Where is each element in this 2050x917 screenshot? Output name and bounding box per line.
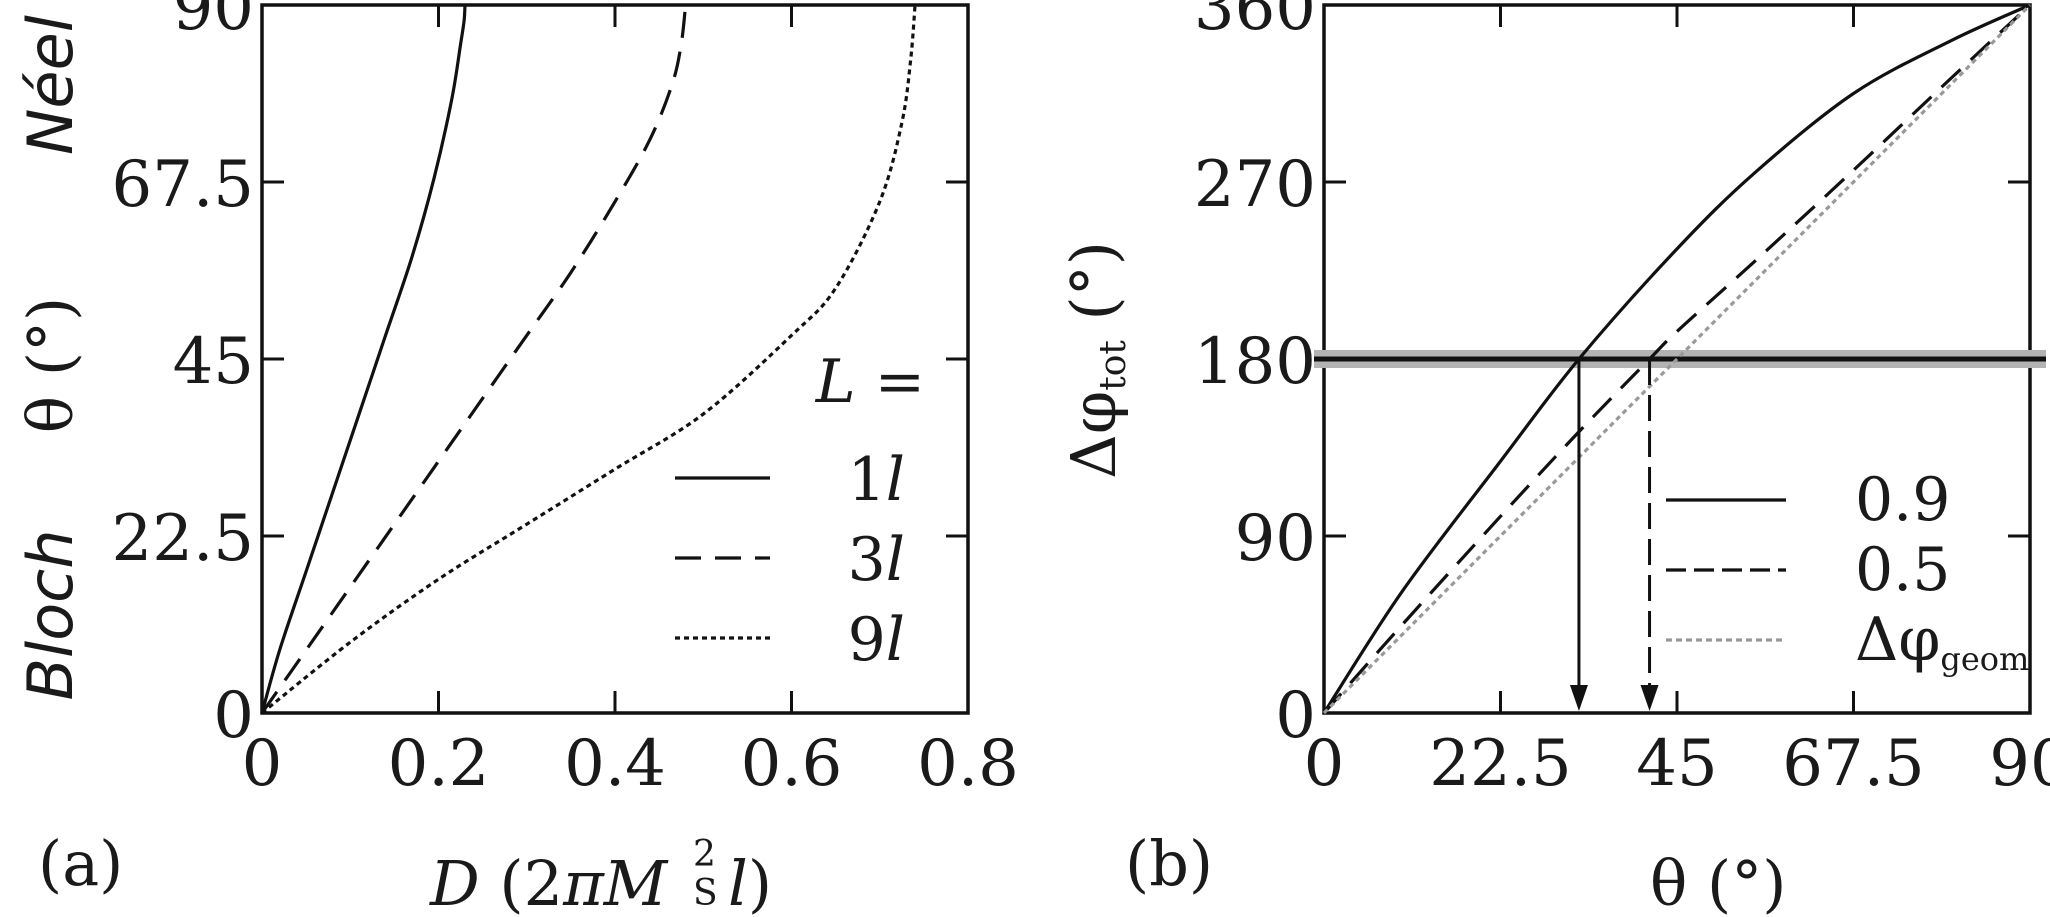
x-tick-label: 45 <box>1636 727 1717 801</box>
panel-b-series <box>1322 3 2032 715</box>
panel-a-x-axis-label-tail: l) <box>728 847 772 917</box>
panel-a-series <box>260 4 917 715</box>
neel-side-label: Néel <box>14 15 87 155</box>
y-tick-label: 90 <box>173 0 254 45</box>
x-tick-label: 67.5 <box>1782 727 1925 801</box>
panel-a-x-axis-label: D (2πM <box>429 847 669 917</box>
legend-label-3: Δφgeom <box>1855 605 2029 678</box>
legend-label-1: 0.9 <box>1855 465 1950 535</box>
y-tick-label: 180 <box>1194 325 1316 399</box>
arrow-head-1 <box>1569 685 1588 711</box>
panel-b-letter: (b) <box>1125 827 1213 900</box>
y-tick-label: 67.5 <box>112 148 255 222</box>
x-tick-label: 90 <box>1989 727 2050 801</box>
panel-a-legend: 1l 3l 9l <box>675 445 905 675</box>
panel-b-y-axis-label: Δφtot (°) <box>1057 241 1134 479</box>
panel-a-x-axis-label-sup: 2 <box>693 834 716 875</box>
series-line-3 <box>1322 3 2032 715</box>
x-tick-label: 0.4 <box>564 727 666 801</box>
legend-title: L = <box>815 347 925 417</box>
panel-b-ticks: 0 22.5 45 67.5 90 0 90 180 270 360 <box>1194 0 2050 801</box>
x-tick-label: 0 <box>242 727 283 801</box>
y-tick-label: 360 <box>1194 0 1316 45</box>
series-line-2 <box>1322 3 2032 715</box>
y-tick-label: 0 <box>1275 679 1316 753</box>
panel-b-arrows <box>1569 359 1659 711</box>
y-tick-label: 270 <box>1194 148 1316 222</box>
x-tick-label: 0.2 <box>388 727 490 801</box>
y-tick-label: 45 <box>173 325 254 399</box>
y-tick-label: 90 <box>1235 502 1316 576</box>
panel-a-y-axis-label: θ (°) <box>14 297 87 433</box>
bloch-side-label: Bloch <box>14 529 87 700</box>
x-tick-label: 0.6 <box>741 727 843 801</box>
panel-a: 0 0.2 0.4 0.6 0.8 0 22.5 45 67.5 90 L = 1l 3l 9l Né… <box>14 0 1019 917</box>
series-line-1 <box>260 4 467 714</box>
panel-a-letter: (a) <box>38 827 123 900</box>
legend-label-1l: 1l <box>848 445 905 515</box>
x-tick-label: 22.5 <box>1429 727 1572 801</box>
legend-label-3l: 3l <box>848 525 905 595</box>
arrow-head-2 <box>1640 685 1659 711</box>
y-tick-label: 0 <box>213 679 254 753</box>
legend-label-2: 0.5 <box>1855 535 1950 605</box>
panel-a-ticks: 0 0.2 0.4 0.6 0.8 0 22.5 45 67.5 90 <box>112 0 1019 801</box>
x-tick-label: 0 <box>1304 727 1345 801</box>
y-tick-label: 22.5 <box>112 502 255 576</box>
series-line-3 <box>260 4 917 715</box>
legend-label-9l: 9l <box>848 605 905 675</box>
panel-a-x-axis-label-sub: S <box>693 873 718 914</box>
x-tick-label: 0.8 <box>917 727 1019 801</box>
series-line-1 <box>1322 3 2031 714</box>
series-line-2 <box>260 4 688 714</box>
panel-b-x-axis-label: θ (°) <box>1650 847 1786 917</box>
